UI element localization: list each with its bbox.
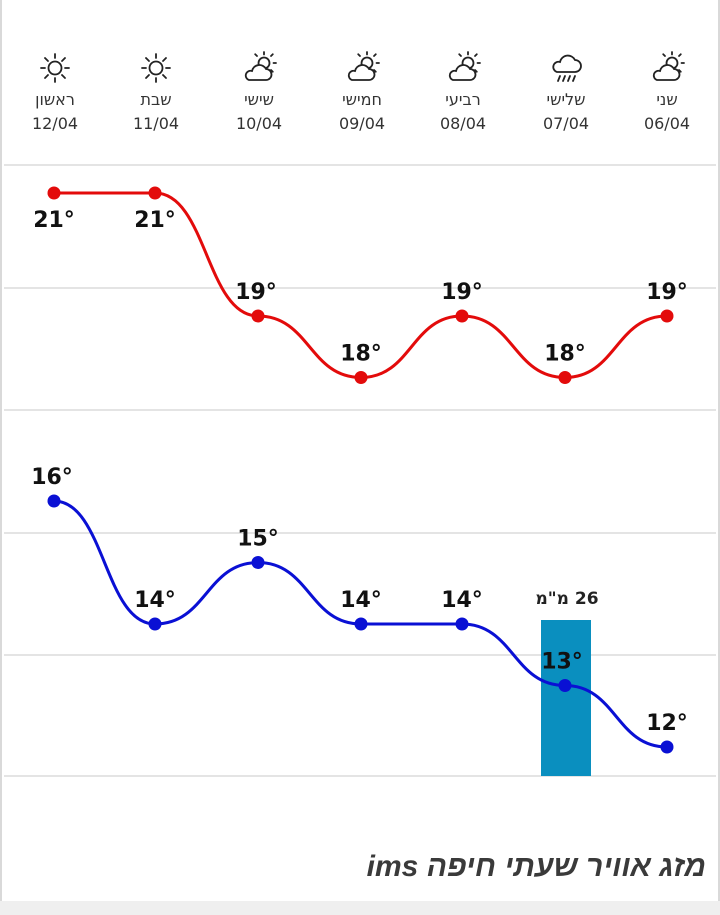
- high-temp-label: 18°: [544, 342, 586, 367]
- high-temp-point: [354, 371, 368, 384]
- sun-icon: [136, 48, 176, 88]
- day-date: 11/04: [132, 114, 180, 133]
- low-temp-point: [660, 740, 674, 754]
- high-temp-point: [455, 309, 469, 323]
- high-temp-point: [558, 371, 572, 384]
- day-column-4[interactable]: רביעי 08/04: [411, 48, 515, 134]
- day-date: 09/04: [338, 114, 386, 133]
- day-name: שבת: [140, 90, 172, 109]
- high-temp-label: 19°: [441, 280, 483, 305]
- day-column-1[interactable]: שבת 11/04: [104, 48, 208, 134]
- day-date: 10/04: [235, 114, 283, 133]
- day-name: רביעי: [445, 90, 481, 109]
- page-title: מזג אוויר שעתי חיפה ims: [366, 850, 706, 883]
- day-column-6[interactable]: שני 06/04: [615, 48, 719, 134]
- high-temp-label: 21°: [134, 208, 176, 233]
- high-temp-point: [251, 309, 265, 323]
- day-name: שני: [656, 90, 678, 109]
- rain-icon: [546, 48, 586, 88]
- low-temp-point: [558, 679, 572, 692]
- low-temp-point: [148, 617, 162, 631]
- day-name: ראשון: [35, 90, 75, 109]
- days-header: ראשון 12/04 שבת 11/04 שישי 10/04 חמישי 0…: [0, 48, 720, 148]
- partly-cloudy-icon: [342, 48, 382, 88]
- high-temp-point: [148, 186, 162, 200]
- precipitation-label: 26 מ"מ: [535, 589, 598, 609]
- low-temp-label: 14°: [441, 588, 483, 613]
- high-temp-label: 19°: [646, 280, 688, 305]
- high-temp-label: 18°: [340, 342, 382, 367]
- low-temp-point: [354, 617, 368, 631]
- frame-left-border: [0, 0, 2, 915]
- day-column-5[interactable]: שלישי 07/04: [514, 48, 618, 134]
- low-temp-label: 15°: [237, 527, 279, 552]
- day-column-3[interactable]: חמישי 09/04: [310, 48, 414, 134]
- low-temp-label: 14°: [340, 588, 382, 613]
- partly-cloudy-icon: [443, 48, 483, 88]
- low-temp-label: 12°: [646, 711, 688, 736]
- day-column-2[interactable]: שישי 10/04: [207, 48, 311, 134]
- low-temp-point: [47, 494, 61, 508]
- low-temp-label: 16°: [31, 465, 73, 490]
- day-name: שלישי: [546, 90, 586, 109]
- temperature-chart: 26 מ"מ 21° 21° 19° 18° 19° 18° 19° 16° 14° 15° 14° 1…: [4, 164, 716, 777]
- day-name: שישי: [244, 90, 274, 109]
- bottom-divider: [0, 901, 720, 915]
- day-date: 07/04: [542, 114, 590, 133]
- low-temp-point: [455, 617, 469, 631]
- frame-right-border: [718, 0, 720, 915]
- partly-cloudy-icon: [647, 48, 687, 88]
- day-column-0[interactable]: ראשון 12/04: [3, 48, 107, 134]
- day-date: 08/04: [439, 114, 487, 133]
- precipitation-bar: [541, 620, 591, 776]
- day-date: 12/04: [31, 114, 79, 133]
- low-temp-label: 13°: [541, 650, 583, 675]
- high-temp-point: [660, 309, 674, 323]
- day-name: חמישי: [342, 90, 382, 109]
- sun-icon: [35, 48, 75, 88]
- low-temp-point: [251, 556, 265, 569]
- high-temp-point: [47, 186, 61, 200]
- high-temp-label: 21°: [33, 208, 75, 233]
- low-temp-label: 14°: [134, 588, 176, 613]
- high-temp-label: 19°: [235, 280, 277, 305]
- partly-cloudy-icon: [239, 48, 279, 88]
- day-date: 06/04: [643, 114, 691, 133]
